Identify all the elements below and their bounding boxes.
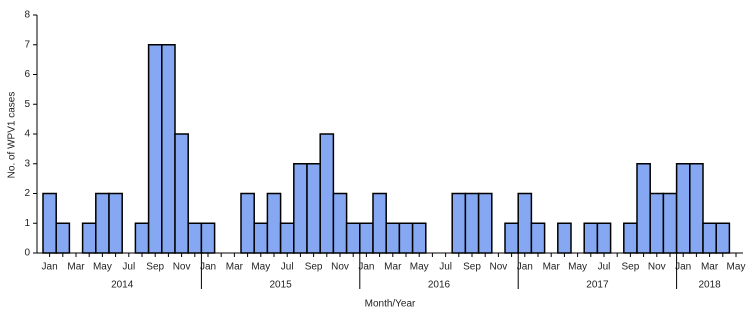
- bar: [332, 192, 348, 254]
- bar: [359, 222, 374, 254]
- x-tick-label: Jul: [281, 262, 294, 273]
- bar: [689, 163, 704, 254]
- bar: [147, 44, 163, 254]
- x-tick-label: Nov: [490, 262, 508, 273]
- bar: [702, 222, 717, 254]
- bar: [372, 192, 387, 254]
- bar: [517, 192, 533, 254]
- bar: [200, 222, 216, 254]
- x-tick-label: Jan: [42, 262, 58, 273]
- y-tick-label: 2: [24, 188, 30, 199]
- bar: [649, 192, 665, 254]
- x-tick-label: Mar: [384, 262, 402, 273]
- bar: [108, 192, 123, 254]
- bar: [42, 192, 57, 254]
- bar: [345, 222, 361, 254]
- bar: [253, 222, 269, 254]
- bar: [319, 133, 335, 254]
- bar: [451, 192, 467, 254]
- bar: [81, 222, 97, 254]
- x-tick-label: Jan: [675, 262, 691, 273]
- x-tick-label: Jan: [200, 262, 216, 273]
- bar: [675, 163, 691, 254]
- x-tick-label: May: [93, 262, 112, 273]
- x-tick-label: Sep: [622, 262, 640, 273]
- bar: [557, 222, 572, 254]
- year-label: 2016: [428, 280, 451, 291]
- x-tick-label: May: [727, 262, 746, 273]
- y-tick-label: 0: [24, 248, 30, 259]
- x-axis-label: Month/Year: [365, 299, 416, 310]
- x-tick-label: Mar: [67, 262, 85, 273]
- x-tick-label: May: [251, 262, 270, 273]
- bar: [662, 192, 678, 254]
- y-tick-label: 7: [24, 39, 30, 50]
- x-tick-label: Jan: [358, 262, 374, 273]
- bar: [55, 222, 71, 254]
- x-tick-label: Jul: [122, 262, 135, 273]
- bar: [293, 163, 308, 254]
- bar: [266, 192, 282, 254]
- bar: [240, 192, 255, 254]
- bar: [623, 222, 638, 254]
- x-tick-label: Sep: [146, 262, 164, 273]
- x-tick-label: Nov: [331, 262, 349, 273]
- y-tick-label: 3: [24, 158, 30, 169]
- bar: [411, 222, 427, 254]
- y-axis-label: No. of WPV1 cases: [7, 92, 18, 179]
- x-tick-label: Sep: [463, 262, 481, 273]
- x-tick-label: Jul: [439, 262, 452, 273]
- y-tick-label: 8: [24, 10, 30, 21]
- year-label: 2017: [586, 280, 609, 291]
- bar: [636, 163, 651, 254]
- bar: [715, 222, 731, 254]
- y-tick-label: 4: [24, 129, 30, 140]
- bar: [385, 222, 401, 254]
- year-label: 2018: [698, 280, 721, 291]
- y-tick-label: 5: [24, 99, 30, 110]
- x-tick-label: Mar: [226, 262, 244, 273]
- year-label: 2014: [111, 280, 134, 291]
- bar: [477, 192, 493, 254]
- bar: [464, 192, 480, 254]
- x-tick-label: May: [410, 262, 429, 273]
- x-tick-label: Nov: [173, 262, 191, 273]
- x-tick-label: May: [568, 262, 587, 273]
- bar: [596, 222, 612, 254]
- y-tick-label: 6: [24, 69, 30, 80]
- y-tick-label: 1: [24, 218, 30, 229]
- x-tick-label: Jan: [517, 262, 533, 273]
- x-tick-label: Mar: [701, 262, 719, 273]
- bar: [279, 222, 295, 254]
- bar: [187, 222, 203, 254]
- bar: [398, 222, 414, 254]
- x-tick-label: Jul: [598, 262, 611, 273]
- x-tick-label: Mar: [543, 262, 561, 273]
- bar: [174, 133, 189, 254]
- year-label: 2015: [269, 280, 292, 291]
- x-tick-label: Sep: [305, 262, 323, 273]
- bar: [504, 222, 519, 254]
- bar: [583, 222, 599, 254]
- bar: [530, 222, 546, 254]
- bar: [306, 163, 321, 254]
- bar: [161, 44, 176, 254]
- bar: [134, 222, 150, 254]
- x-tick-label: Nov: [648, 262, 666, 273]
- bar: [95, 192, 110, 254]
